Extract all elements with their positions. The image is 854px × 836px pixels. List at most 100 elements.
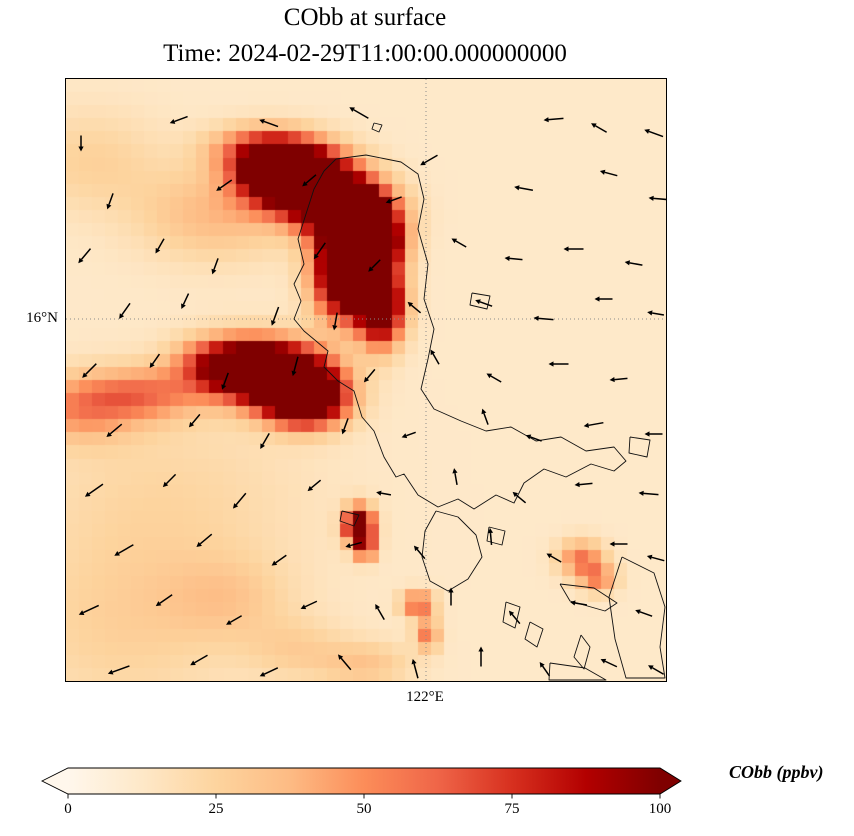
wind-arrow <box>151 353 161 365</box>
wind-arrow-head <box>407 301 414 308</box>
wind-arrow <box>483 413 489 425</box>
coastline-path <box>486 526 506 546</box>
coastline-path <box>339 510 360 527</box>
wind-arrow <box>550 555 562 563</box>
wind-arrow-head <box>106 203 112 210</box>
wind-arrow-head <box>574 481 580 488</box>
wind-arrow <box>454 472 458 486</box>
wind-arrow-head <box>599 169 606 175</box>
wind-arrow <box>213 258 219 270</box>
wind-arrow <box>109 423 123 435</box>
wind-arrow-head <box>475 299 481 305</box>
wind-arrow <box>413 663 419 679</box>
wind-arrow-head <box>452 468 458 474</box>
wind-arrow <box>579 482 593 486</box>
wind-arrow-head <box>363 376 370 383</box>
wind-arrow-head <box>232 503 239 509</box>
wind-arrow-head <box>548 361 554 367</box>
wind-arrow <box>489 532 493 546</box>
wind-arrow-head <box>271 560 278 566</box>
chart-title: CObb at surface <box>283 4 447 31</box>
wind-arrow-head <box>420 160 426 166</box>
wind-arrow <box>594 125 608 133</box>
wind-arrow-head <box>345 543 351 549</box>
wind-arrow <box>651 312 665 316</box>
wind-arrow-head <box>155 601 162 607</box>
wind-arrow <box>366 368 376 380</box>
coastline-path <box>421 510 483 592</box>
wind-arrow-head <box>78 610 85 615</box>
wind-arrow <box>643 492 659 496</box>
wind-arrow-head <box>196 541 202 548</box>
wind-arrow-head <box>514 185 520 191</box>
wind-arrow-head <box>375 604 381 610</box>
wind-arrow <box>416 548 426 560</box>
wind-arrow <box>479 301 493 307</box>
wind-arrow-head <box>211 268 217 275</box>
wind-arrow <box>350 541 362 547</box>
wind-arrow <box>157 238 165 250</box>
wind-arrow-head <box>647 310 653 316</box>
wind-arrow-head <box>259 671 266 677</box>
wind-arrow <box>293 356 299 372</box>
colorbar: 0 25 50 75 100 <box>40 767 682 817</box>
wind-arrow <box>262 432 270 446</box>
wind-arrow <box>406 431 416 437</box>
wind-arrow-head <box>78 257 84 264</box>
wind-arrow-head <box>307 485 314 492</box>
wind-arrow <box>263 667 279 675</box>
wind-arrow <box>371 259 381 269</box>
wind-arrow-head <box>543 117 549 123</box>
colorbar-tick-label: 0 <box>64 801 72 817</box>
wind-arrow <box>263 120 279 128</box>
wind-arrow-head <box>221 384 227 390</box>
wind-arrow <box>229 615 243 623</box>
wind-arrow-head <box>583 422 590 428</box>
wind-arrow <box>334 312 338 326</box>
map-overlay <box>66 79 666 681</box>
wind-arrow <box>219 179 233 189</box>
wind-arrow <box>390 196 402 202</box>
wind-arrow-head <box>162 481 169 488</box>
wind-arrow-head <box>624 260 631 266</box>
wind-arrow <box>305 174 317 184</box>
wind-arrow <box>604 171 618 177</box>
wind-arrow-head <box>368 266 374 272</box>
wind-arrow <box>509 257 523 261</box>
wind-arrow <box>174 115 188 123</box>
wind-arrow-head <box>385 198 392 204</box>
wind-arrow-head <box>302 181 308 187</box>
wind-arrow-head <box>486 373 493 379</box>
wind-arrow-head <box>448 587 454 593</box>
wind-arrow <box>653 197 666 201</box>
wind-arrow <box>343 418 349 430</box>
wind-arrow <box>182 293 190 305</box>
wind-arrow-head <box>594 296 600 302</box>
wind-arrow <box>588 421 604 427</box>
wind-arrow <box>377 607 385 621</box>
wind-arrow-head <box>270 320 276 326</box>
wind-arrow <box>548 117 564 121</box>
wind-arrow-head <box>119 313 125 319</box>
colorbar-tick-label: 75 <box>505 801 520 817</box>
wind-arrow <box>511 613 521 625</box>
wind-arrow-head <box>84 491 91 497</box>
wind-arrow-head <box>646 554 653 560</box>
wind-arrow-head <box>259 118 265 124</box>
wind-arrow-head <box>481 408 487 415</box>
wind-arrow-head <box>188 421 195 428</box>
wind-arrow <box>165 473 177 485</box>
wind-arrow-head <box>114 550 120 556</box>
wind-arrow-head <box>349 107 355 113</box>
wind-arrow-head <box>149 362 155 369</box>
coastline-path <box>469 292 491 310</box>
wind-arrow <box>432 353 440 365</box>
wind-arrow-head <box>546 553 553 559</box>
wind-arrow <box>410 304 422 314</box>
wind-arrow <box>159 594 173 604</box>
wind-arrow-head <box>216 185 222 191</box>
wind-arrow-head <box>504 255 510 262</box>
colorbar-label: CObb (ppbv) <box>729 762 824 782</box>
wind-arrow-head <box>644 128 650 134</box>
wind-arrow-head <box>300 604 307 610</box>
